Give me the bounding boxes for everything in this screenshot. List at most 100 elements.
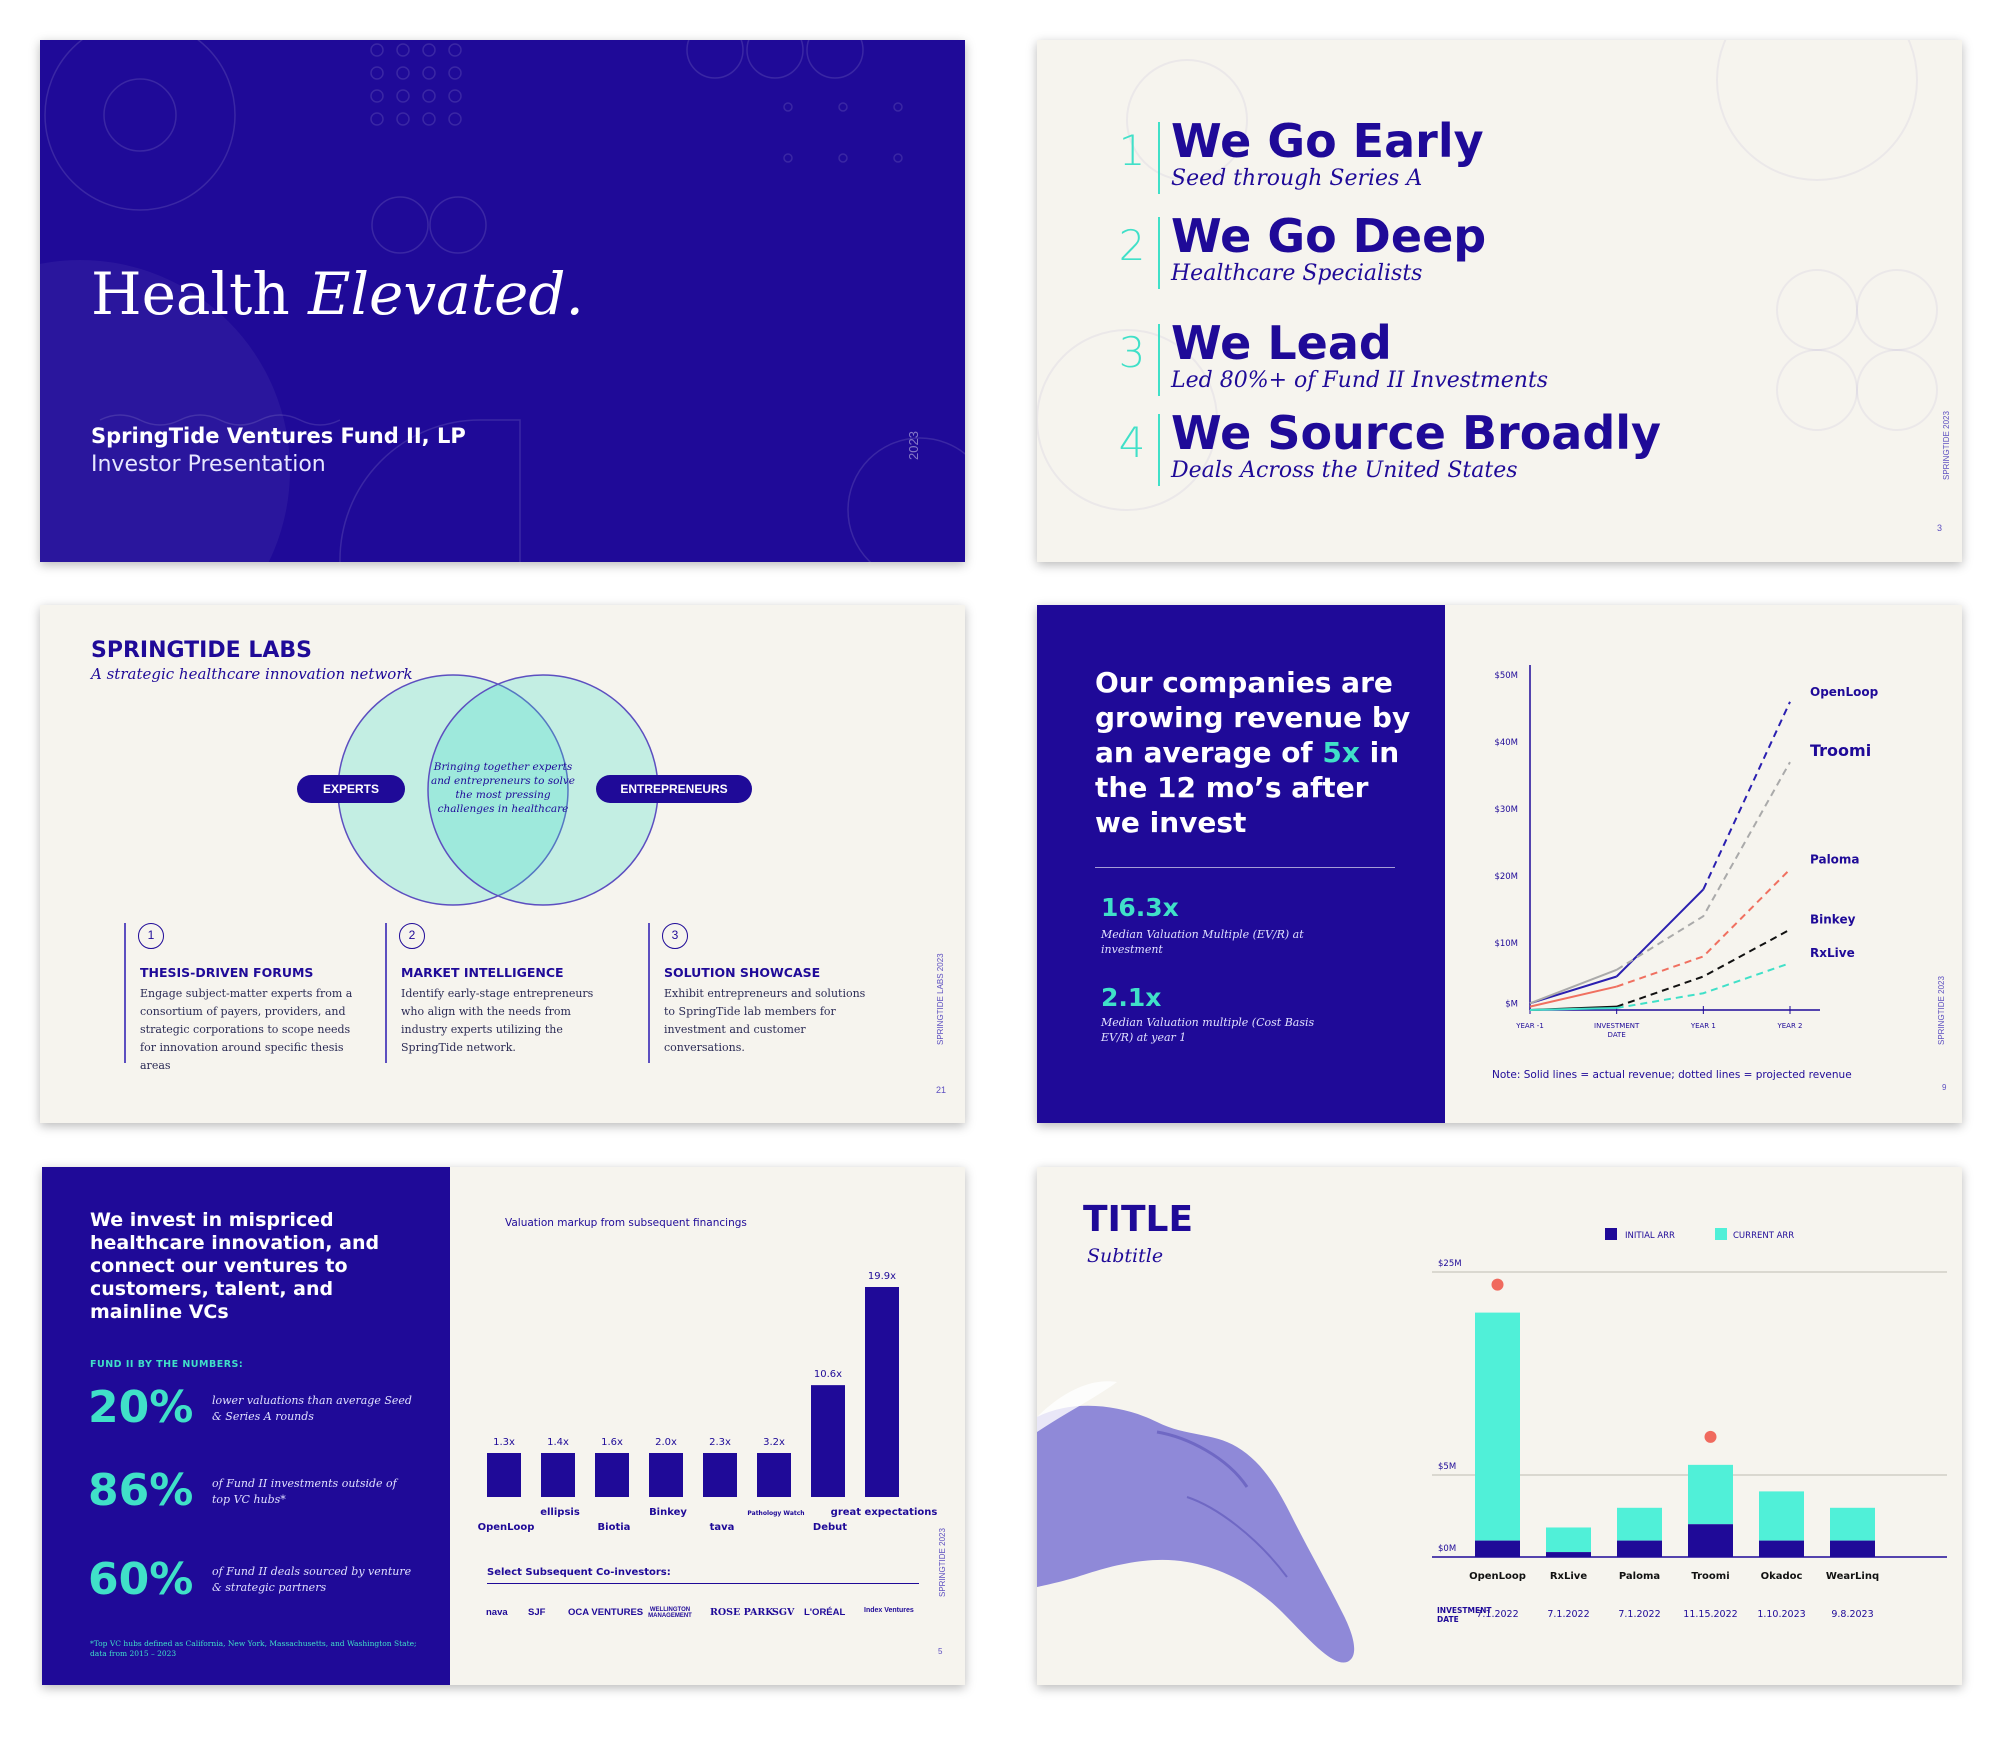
column-number: 3: [662, 923, 688, 949]
principle-number: 3: [1118, 328, 1146, 377]
investment-date: 11.15.2022: [1683, 1609, 1737, 1620]
principle-subheading: Healthcare Specialists: [1171, 261, 1423, 286]
fund-headline: We invest in mispriced healthcare innova…: [90, 1209, 380, 1323]
side-label: SPRINGTIDE 2023: [1937, 976, 1946, 1045]
labs-column-1: 1 THESIS-DRIVEN FORUMS Engage subject-ma…: [124, 923, 364, 1072]
y-tick-label: $0M: [1438, 1544, 1456, 1554]
bar-value-label: 1.6x: [601, 1437, 623, 1448]
bar-current-arr: [1830, 1507, 1875, 1541]
principle-divider: [1158, 324, 1160, 396]
template-title: TITLE: [1083, 1199, 1194, 1240]
series-line-projected: [1616, 962, 1791, 1009]
company-label: Okadoc: [1761, 1571, 1803, 1582]
x-tick-label: YEAR 2: [1776, 1022, 1802, 1030]
x-tick-label: YEAR -1: [1515, 1022, 1544, 1030]
series-label: Binkey: [1810, 913, 1856, 927]
bar-category-label: tava: [710, 1522, 735, 1533]
series-line-actual: [1529, 968, 1618, 1005]
series-line-actual: [1529, 1006, 1617, 1011]
principle-number: 2: [1118, 221, 1146, 270]
legend-swatch: [1715, 1228, 1727, 1240]
page-number: 9: [1942, 1083, 1947, 1092]
stat-value: 20%: [88, 1382, 194, 1433]
cover-subtitle: Investor Presentation: [91, 452, 326, 477]
labs-column-2: 2 MARKET INTELLIGENCE Identify early-sta…: [385, 923, 625, 1063]
side-label: SPRINGTIDE 2023: [938, 1528, 947, 1597]
bar-value-label: 1.3x: [493, 1437, 515, 1448]
coinvestor-logo: SJF: [528, 1607, 546, 1618]
series-label: Paloma: [1810, 852, 1860, 866]
column-title: MARKET INTELLIGENCE: [401, 965, 564, 980]
valuation-bar-chart: 1.3x OpenLoop 1.4x ellipsis 1.6x Biotia 2.0x Bi…: [478, 1271, 938, 1533]
principle-subheading: Led 80%+ of Fund II Investments: [1171, 368, 1549, 393]
series-line-projected: [1616, 928, 1791, 1008]
divider: [1095, 867, 1395, 868]
company-label: Troomi: [1691, 1571, 1729, 1582]
bar-category-label: Binkey: [649, 1507, 687, 1518]
column-description: Identify early-stage entrepreneurs who a…: [401, 987, 594, 1054]
bar-value-label: 19.9x: [868, 1271, 896, 1282]
series-label: Troomi: [1810, 741, 1871, 760]
chart-title: Valuation markup from subsequent financi…: [505, 1217, 747, 1229]
series-line-actual: [1529, 975, 1617, 1005]
y-tick-label: $20M: [1494, 872, 1518, 882]
labs-subheading: A strategic healthcare innovation networ…: [91, 665, 413, 683]
slide-fund-numbers: We invest in mispriced healthcare innova…: [42, 1167, 965, 1685]
bar: [703, 1453, 737, 1497]
row-label: DATE: [1437, 1615, 1459, 1624]
coinvestor-logo: L'ORÉAL: [804, 1607, 846, 1618]
company-label: OpenLoop: [1469, 1571, 1526, 1582]
bar: [811, 1385, 845, 1497]
fund-name: SpringTide Ventures Fund II, LP: [91, 424, 466, 448]
highlight-dot: [1704, 1430, 1717, 1443]
legend-label: CURRENT ARR: [1733, 1231, 1794, 1241]
slide-arr-template: TITLE Subtitle $25M $5M $0M INITIAL ARR CURR…: [1037, 1167, 1962, 1685]
series-label: OpenLoop: [1810, 685, 1879, 699]
x-tick-label: DATE: [1608, 1031, 1626, 1039]
cover-title: Health Elevated.: [91, 260, 584, 328]
coinvestor-logo: WELLINGTON MANAGEMENT: [648, 1607, 692, 1619]
coinvestor-logo: ROSE PARK: [710, 1607, 774, 1618]
labs-column-3: 3 SOLUTION SHOWCASE Exhibit entrepreneur…: [648, 923, 888, 1063]
bar-category-label: OpenLoop: [478, 1522, 535, 1533]
stat-value: 86%: [88, 1465, 194, 1516]
bar-current-arr: [1546, 1527, 1591, 1553]
fund-kicker: FUND II BY THE NUMBERS:: [90, 1359, 244, 1370]
bar-category-label: great expectations: [831, 1507, 938, 1518]
series-line-projected: [1616, 761, 1791, 971]
slide-revenue-growth: Our companies are growing revenue by an …: [1037, 605, 1962, 1123]
company-label: RxLive: [1550, 1571, 1587, 1582]
bar-initial-arr: [1759, 1540, 1804, 1557]
bar-initial-arr: [1475, 1540, 1520, 1557]
experts-pill: EXPERTS: [297, 775, 405, 803]
side-label: SPRINGTIDE LABS 2023: [936, 953, 945, 1045]
bar-category-label: Pathology Watch: [747, 1510, 804, 1517]
stat-value: 16.3x: [1101, 893, 1179, 922]
bar-initial-arr: [1688, 1524, 1733, 1557]
principle-subheading: Deals Across the United States: [1171, 458, 1518, 483]
principle-divider: [1158, 414, 1160, 486]
side-label: SPRINGTIDE 2023: [1942, 411, 1951, 480]
cover-decoration: [40, 40, 965, 562]
page-number: 3: [1937, 523, 1943, 533]
x-tick-label: INVESTMENT: [1594, 1022, 1640, 1030]
principle-number: 1: [1118, 126, 1146, 175]
stat-label: Median Valuation multiple (Cost Basis EV…: [1101, 1016, 1315, 1044]
column-number: 2: [399, 923, 425, 949]
column-number: 1: [138, 923, 164, 949]
column-description: Exhibit entrepreneurs and solutions to S…: [664, 987, 866, 1054]
highlight-dot: [1491, 1278, 1504, 1291]
column-title: SOLUTION SHOWCASE: [664, 965, 821, 980]
principle-divider: [1158, 122, 1160, 194]
series-line-projected: [1702, 701, 1791, 890]
legend-swatch: [1605, 1228, 1617, 1240]
bar: [487, 1453, 521, 1497]
principle-heading: We Go Early: [1171, 114, 1484, 168]
company-label: WearLinq: [1826, 1571, 1879, 1582]
bar-value-label: 1.4x: [547, 1437, 569, 1448]
bar-category-label: Biotia: [598, 1522, 631, 1533]
page-number: 5: [938, 1647, 943, 1656]
bar-current-arr: [1759, 1491, 1804, 1541]
bar-category-label: ellipsis: [540, 1507, 580, 1518]
venn-diagram: [337, 674, 659, 906]
